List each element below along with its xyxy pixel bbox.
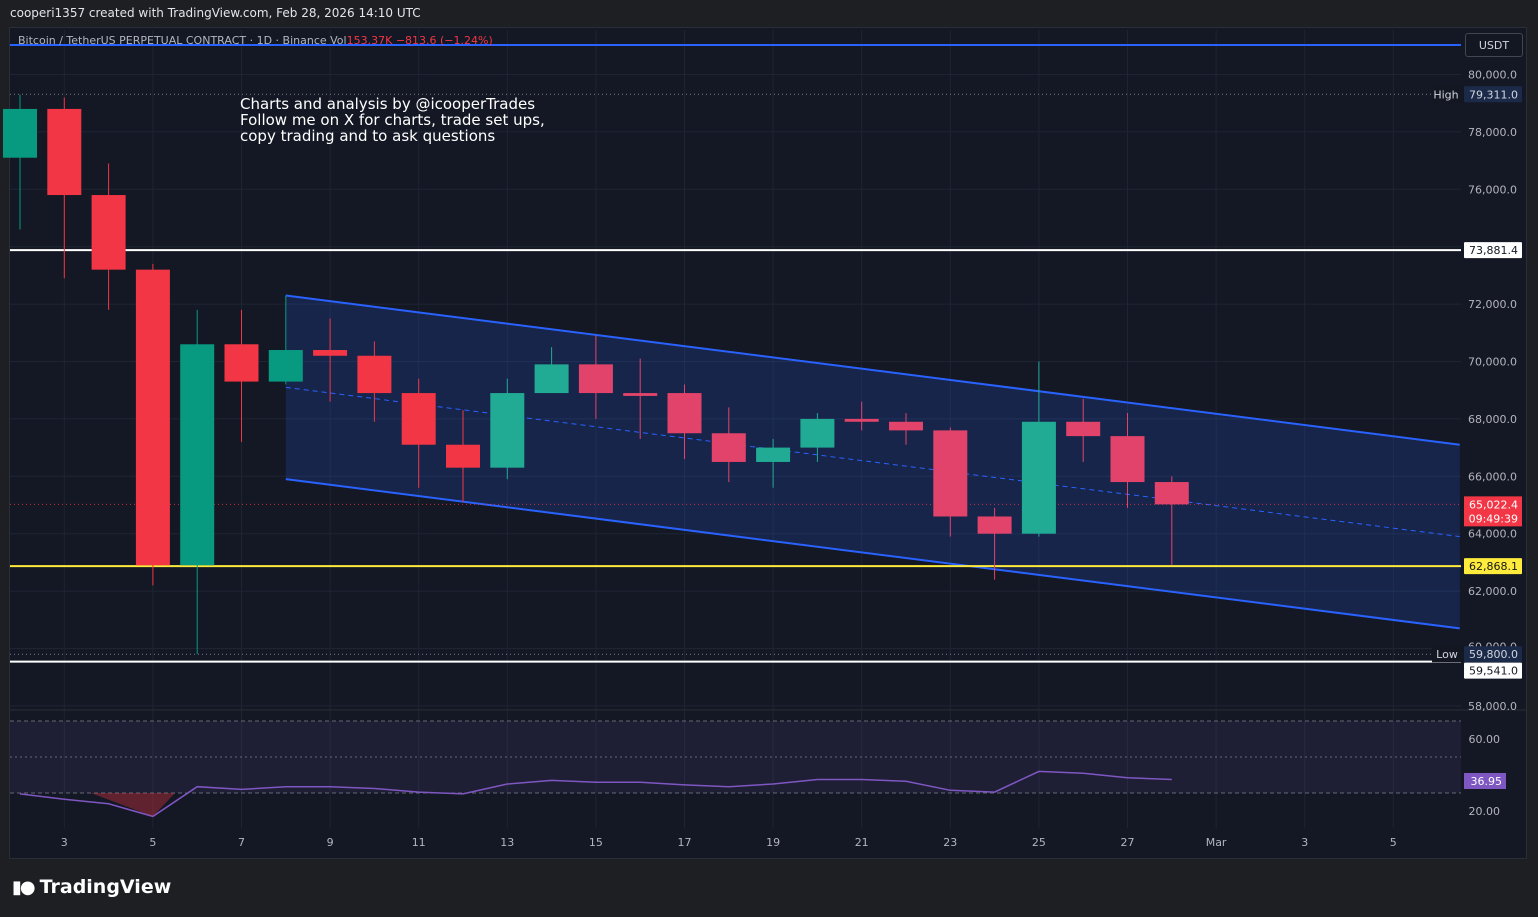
rsi-value-badge-bg bbox=[1464, 773, 1506, 789]
price-axis-label: 64,000.0 bbox=[1468, 528, 1517, 541]
candle-body bbox=[1021, 421, 1056, 534]
price-axis-label: 58,000.0 bbox=[1468, 700, 1517, 713]
candle-body bbox=[490, 393, 525, 468]
candle-body bbox=[667, 393, 702, 434]
candle-body bbox=[401, 393, 436, 445]
low-tag-bg bbox=[1432, 646, 1464, 663]
low-value-badge: 59,800.0 bbox=[1469, 648, 1518, 661]
candle-body bbox=[756, 447, 791, 462]
candle-body bbox=[623, 393, 658, 396]
rsi-oversold-fill bbox=[90, 793, 176, 817]
high-tag: High bbox=[1433, 88, 1458, 101]
candle-body bbox=[313, 350, 348, 356]
time-axis-label: 5 bbox=[1390, 836, 1397, 849]
candle-body bbox=[711, 433, 746, 462]
time-axis-label: 23 bbox=[943, 836, 957, 849]
time-axis-label: Mar bbox=[1206, 836, 1227, 849]
candle-body bbox=[1110, 436, 1145, 483]
time-axis-label: 11 bbox=[412, 836, 426, 849]
price-change: −813.6 (−1.24%) bbox=[395, 34, 493, 47]
candle-body bbox=[180, 344, 215, 566]
symbol-legend[interactable]: Bitcoin / TetherUS PERPETUAL CONTRACT · … bbox=[18, 34, 493, 47]
volume-label: Vol bbox=[330, 34, 347, 47]
rsi-value-badge: 36.95 bbox=[1471, 775, 1503, 788]
candle-body bbox=[357, 355, 392, 394]
price-axis-label: 72,000.0 bbox=[1468, 298, 1517, 311]
time-axis-label: 5 bbox=[149, 836, 156, 849]
candle-body bbox=[47, 108, 82, 196]
tradingview-logo[interactable]: ▮● TradingView bbox=[12, 876, 171, 898]
rsi-line bbox=[19, 770, 1172, 818]
countdown-badge: 09:49:39 bbox=[1469, 512, 1518, 525]
rsi-axis-label: 60.00 bbox=[1469, 733, 1501, 746]
time-axis-label: 3 bbox=[61, 836, 68, 849]
last-price-badge: 65,022.4 bbox=[1469, 498, 1518, 511]
price-axis-label: 76,000.0 bbox=[1468, 183, 1517, 196]
level-badge-73881-bg bbox=[1464, 242, 1522, 259]
high-value-badge-bg bbox=[1464, 86, 1522, 103]
low-tag: Low bbox=[1436, 648, 1458, 661]
level-badge-62868: 62,868.1 bbox=[1469, 560, 1518, 573]
time-axis-label: 25 bbox=[1032, 836, 1046, 849]
time-axis-label: 9 bbox=[327, 836, 334, 849]
time-axis-label: 3 bbox=[1301, 836, 1308, 849]
tradingview-brand: TradingView bbox=[39, 876, 172, 898]
price-axis-label: 62,000.0 bbox=[1468, 585, 1517, 598]
candle-body bbox=[534, 364, 569, 394]
currency-button[interactable]: USDT bbox=[1465, 33, 1523, 57]
candle-body bbox=[1154, 482, 1189, 505]
time-axis-label: 15 bbox=[589, 836, 603, 849]
candle-body bbox=[1066, 421, 1101, 437]
level-badge-59541: 59,541.0 bbox=[1469, 665, 1518, 678]
candle-body bbox=[268, 350, 303, 382]
low-value-badge-bg bbox=[1464, 646, 1522, 663]
tradingview-logo-icon: ▮● bbox=[12, 876, 36, 898]
level-badge-62868-bg bbox=[1464, 558, 1522, 575]
chart-caption: cooperi1357 created with TradingView.com… bbox=[10, 6, 421, 20]
candle-body bbox=[977, 516, 1012, 534]
candle-body bbox=[889, 421, 923, 431]
candle-body bbox=[844, 418, 879, 422]
last-price-badge-bg bbox=[1464, 496, 1522, 527]
symbol-title[interactable]: Bitcoin / TetherUS PERPETUAL CONTRACT · … bbox=[18, 34, 327, 47]
candle-body bbox=[224, 344, 259, 382]
candle-body bbox=[800, 418, 835, 448]
time-axis-label: 7 bbox=[238, 836, 245, 849]
time-axis-label: 21 bbox=[855, 836, 869, 849]
volume-value: 153.37K bbox=[346, 34, 393, 47]
level-badge-73881: 73,881.4 bbox=[1469, 244, 1518, 257]
time-axis-label: 13 bbox=[500, 836, 514, 849]
level-badge-59541-bg bbox=[1464, 662, 1522, 679]
candle-body bbox=[446, 444, 480, 468]
price-axis-label: 68,000.0 bbox=[1468, 413, 1517, 426]
price-axis-label: 78,000.0 bbox=[1468, 126, 1517, 139]
channel-upper-line bbox=[285, 294, 1460, 446]
candle-body bbox=[933, 430, 968, 517]
high-value-badge: 79,311.0 bbox=[1469, 88, 1518, 101]
price-axis-label: 80,000.0 bbox=[1468, 69, 1517, 82]
time-axis-label: 27 bbox=[1121, 836, 1135, 849]
chart-frame[interactable] bbox=[9, 27, 1527, 859]
candle-body bbox=[578, 364, 613, 394]
high-tag-bg bbox=[1432, 86, 1464, 103]
time-axis-label: 17 bbox=[678, 836, 692, 849]
price-axis-label: 70,000.0 bbox=[1468, 356, 1517, 369]
time-axis-label: 19 bbox=[766, 836, 780, 849]
chart-annotation-text: Charts and analysis by @icooperTrades Fo… bbox=[240, 95, 545, 145]
candle-body bbox=[3, 108, 37, 158]
candle-body bbox=[135, 269, 170, 566]
channel-lower-line bbox=[285, 478, 1460, 630]
rsi-axis-label: 20.00 bbox=[1469, 805, 1501, 818]
price-axis-label: 66,000.0 bbox=[1468, 470, 1517, 483]
candle-body bbox=[91, 195, 126, 270]
